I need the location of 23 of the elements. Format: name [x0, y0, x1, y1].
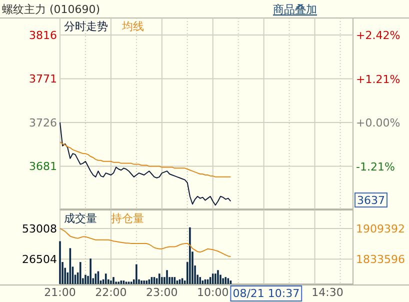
y-tick-label: 3681: [29, 160, 57, 174]
y-tick-label: 3816: [29, 29, 57, 42]
y2-tick-label: +2.42%: [356, 29, 400, 42]
y-tick-label: 3771: [29, 72, 57, 86]
y2-tick-label: +0.00%: [356, 116, 400, 130]
y-tick-label: 53008: [22, 222, 57, 236]
x-tick-label: 23:00: [146, 286, 178, 299]
text: 3637: [357, 194, 385, 207]
x-tick-label: 22:00: [95, 286, 127, 299]
y-tick-label: 3726: [29, 116, 57, 130]
y2-tick-label: 1833596: [356, 253, 405, 266]
x-tick-label: 21:00: [44, 286, 76, 299]
text: 08/21 10:37: [232, 287, 300, 300]
chart-title: 螺纹主力 (010690): [2, 3, 100, 16]
y2-tick-label: 1909392: [356, 222, 405, 236]
y2-tick-label: +1.21%: [356, 72, 400, 86]
text: 商品叠加: [273, 3, 317, 16]
y-tick-label: 26504: [22, 253, 57, 266]
legend: 成交量 持仓量: [64, 212, 144, 225]
x-tick-label: 10:00: [197, 286, 229, 299]
y2-tick-label: -1.21%: [356, 160, 395, 174]
legend: 分时走势 均线: [64, 20, 144, 33]
x-tick-label: 14:30: [312, 286, 344, 299]
